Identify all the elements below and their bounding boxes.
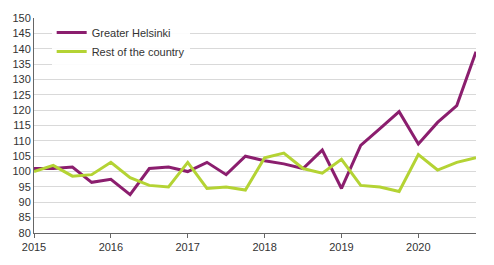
svg-text:90: 90 — [19, 196, 31, 208]
svg-text:2020: 2020 — [406, 241, 430, 253]
svg-text:115: 115 — [13, 119, 31, 131]
svg-text:130: 130 — [12, 73, 30, 85]
svg-text:110: 110 — [13, 135, 31, 147]
svg-text:2017: 2017 — [175, 241, 199, 253]
svg-text:145: 145 — [12, 27, 30, 39]
svg-text:2019: 2019 — [329, 241, 353, 253]
svg-text:100: 100 — [12, 165, 30, 177]
svg-text:105: 105 — [12, 150, 30, 162]
svg-text:85: 85 — [19, 211, 31, 223]
svg-text:2018: 2018 — [252, 241, 276, 253]
svg-text:140: 140 — [12, 43, 30, 55]
svg-text:80: 80 — [19, 227, 31, 239]
svg-text:95: 95 — [19, 181, 31, 193]
svg-text:Rest of the country: Rest of the country — [92, 46, 185, 58]
svg-text:Greater Helsinki: Greater Helsinki — [92, 27, 171, 39]
svg-text:150: 150 — [12, 12, 30, 24]
svg-text:120: 120 — [12, 104, 30, 116]
svg-text:2016: 2016 — [99, 241, 123, 253]
svg-text:2015: 2015 — [22, 241, 46, 253]
svg-text:135: 135 — [12, 58, 30, 70]
svg-text:125: 125 — [12, 89, 30, 101]
